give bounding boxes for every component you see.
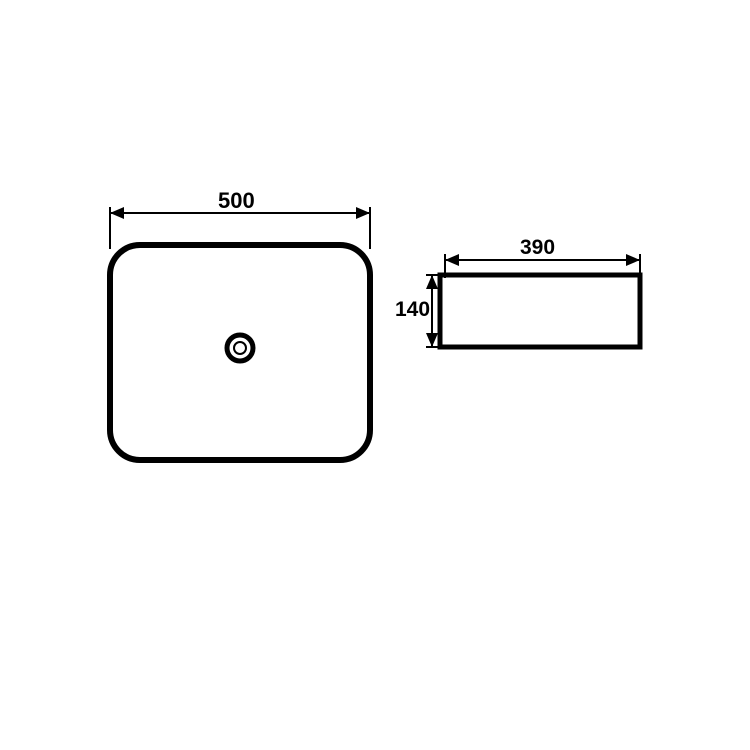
dimension-label-height: 140: [395, 298, 430, 322]
dimension-label-width-side: 390: [520, 236, 555, 260]
technical-drawing: 500 390 140: [0, 0, 750, 750]
dimension-label-width-top: 500: [218, 188, 255, 214]
drawing-svg: [0, 0, 750, 750]
